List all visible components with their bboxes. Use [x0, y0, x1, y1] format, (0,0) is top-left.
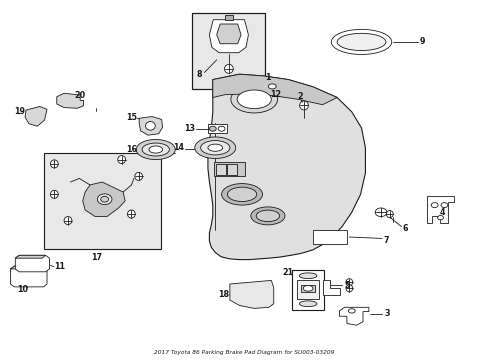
Polygon shape	[15, 255, 49, 272]
Polygon shape	[212, 74, 336, 105]
Ellipse shape	[345, 285, 352, 292]
Ellipse shape	[268, 84, 276, 89]
Text: 10: 10	[17, 285, 28, 294]
Text: 9: 9	[419, 37, 425, 46]
Ellipse shape	[64, 216, 72, 225]
Polygon shape	[57, 93, 83, 108]
Ellipse shape	[345, 279, 352, 286]
Text: 21: 21	[282, 268, 293, 277]
Bar	[292, 270, 324, 310]
Polygon shape	[322, 280, 339, 295]
Text: 13: 13	[184, 123, 195, 132]
Ellipse shape	[221, 184, 262, 205]
Text: 2017 Toyota 86 Parking Brake Pad Diagram for SU003-03209: 2017 Toyota 86 Parking Brake Pad Diagram…	[154, 350, 334, 355]
Ellipse shape	[136, 139, 175, 159]
Ellipse shape	[149, 146, 162, 153]
Text: 5: 5	[344, 280, 349, 289]
Ellipse shape	[330, 30, 391, 54]
Bar	[213, 162, 245, 176]
Ellipse shape	[336, 33, 385, 50]
Ellipse shape	[227, 187, 256, 202]
Ellipse shape	[256, 210, 279, 222]
Ellipse shape	[299, 273, 316, 279]
Ellipse shape	[118, 156, 125, 163]
Text: 11: 11	[54, 262, 64, 271]
Ellipse shape	[230, 86, 277, 113]
Polygon shape	[15, 255, 45, 258]
Text: 16: 16	[125, 145, 137, 154]
Ellipse shape	[209, 126, 216, 131]
Ellipse shape	[97, 194, 112, 204]
Ellipse shape	[194, 137, 235, 158]
Polygon shape	[427, 196, 453, 223]
Bar	[297, 280, 319, 299]
Ellipse shape	[374, 208, 386, 217]
Ellipse shape	[135, 172, 142, 180]
Text: 8: 8	[196, 70, 202, 79]
Polygon shape	[216, 24, 241, 44]
Text: 6: 6	[402, 224, 407, 233]
Ellipse shape	[386, 211, 392, 217]
Bar	[192, 13, 265, 89]
Ellipse shape	[200, 140, 229, 155]
Polygon shape	[264, 82, 281, 90]
Text: 19: 19	[14, 107, 25, 116]
Polygon shape	[207, 125, 227, 134]
Polygon shape	[339, 307, 368, 325]
Text: 12: 12	[270, 90, 281, 99]
Text: 4: 4	[438, 208, 444, 217]
Text: 17: 17	[91, 253, 102, 262]
Ellipse shape	[101, 196, 108, 202]
Text: 20: 20	[74, 90, 85, 99]
Polygon shape	[301, 285, 315, 292]
Ellipse shape	[437, 216, 443, 220]
Text: 18: 18	[218, 289, 229, 298]
Polygon shape	[82, 182, 125, 216]
Ellipse shape	[430, 203, 437, 208]
Polygon shape	[10, 266, 47, 287]
Ellipse shape	[50, 190, 58, 198]
Ellipse shape	[440, 203, 447, 208]
Text: 14: 14	[173, 143, 184, 152]
Ellipse shape	[299, 301, 316, 307]
Ellipse shape	[218, 126, 224, 131]
Ellipse shape	[299, 101, 308, 110]
Text: 15: 15	[125, 113, 137, 122]
Polygon shape	[224, 15, 232, 21]
Bar	[216, 164, 225, 175]
Ellipse shape	[347, 309, 354, 313]
Ellipse shape	[50, 160, 58, 168]
Ellipse shape	[127, 210, 135, 218]
Text: 7: 7	[383, 236, 388, 245]
Polygon shape	[207, 74, 365, 260]
Bar	[192, 13, 265, 89]
Polygon shape	[139, 117, 162, 135]
Text: 1: 1	[264, 73, 270, 82]
Ellipse shape	[237, 90, 271, 109]
Polygon shape	[10, 266, 43, 269]
Ellipse shape	[207, 144, 222, 151]
Polygon shape	[209, 20, 248, 53]
Ellipse shape	[224, 64, 233, 73]
Polygon shape	[25, 107, 47, 126]
Ellipse shape	[142, 143, 169, 156]
Ellipse shape	[145, 122, 155, 130]
Bar	[227, 164, 237, 175]
Text: 3: 3	[384, 309, 389, 318]
Bar	[43, 153, 160, 249]
Ellipse shape	[303, 285, 312, 291]
Polygon shape	[229, 280, 273, 309]
Ellipse shape	[250, 207, 285, 225]
Text: 2: 2	[297, 92, 303, 101]
Bar	[312, 230, 346, 244]
